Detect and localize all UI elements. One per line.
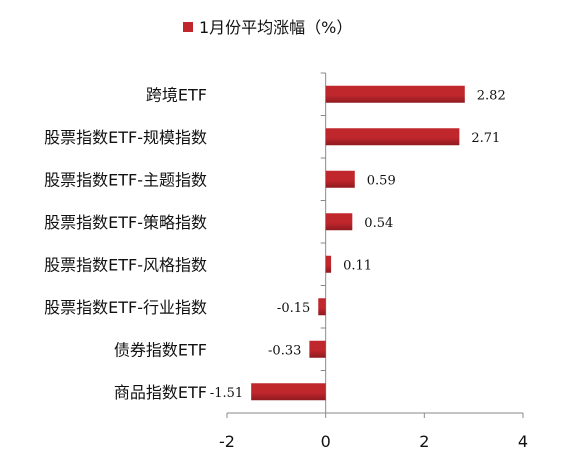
category-label: 商品指数ETF (114, 383, 207, 402)
x-tick-label: 2 (419, 432, 429, 451)
category-label: 股票指数ETF-规模指数 (44, 128, 207, 147)
bar (325, 128, 460, 146)
plot-area: -2 0 2 4 跨境ETF 2.82 股票指数ETF-规模指数 2.71 股票指数ETF-主题… (44, 72, 528, 451)
data-label: 0.11 (343, 258, 372, 273)
legend: 1月份平均涨幅（%） (183, 18, 352, 37)
bar (325, 85, 465, 103)
data-label: 2.71 (471, 131, 500, 146)
category-label: 股票指数ETF-主题指数 (44, 170, 207, 189)
bar (309, 340, 326, 358)
category-label: 债券指数ETF (114, 340, 207, 359)
data-label: -0.33 (268, 343, 301, 358)
bar (325, 255, 332, 273)
category-label: 股票指数ETF-行业指数 (44, 298, 207, 317)
data-label: -0.15 (277, 301, 310, 316)
data-label: 0.54 (364, 216, 393, 231)
legend-label: 1月份平均涨幅（%） (199, 18, 352, 37)
bar (325, 213, 353, 231)
bar (251, 383, 326, 401)
data-label: -1.51 (210, 386, 243, 401)
data-label: 2.82 (477, 88, 506, 103)
category-label: 股票指数ETF-风格指数 (44, 255, 207, 274)
bar (325, 170, 355, 188)
x-tick-label: -2 (219, 432, 235, 451)
category-label: 股票指数ETF-策略指数 (44, 213, 207, 232)
legend-swatch (183, 22, 193, 32)
bar (318, 298, 326, 316)
x-tick-label: 4 (518, 432, 528, 451)
category-label: 跨境ETF (146, 85, 207, 104)
data-label: 0.59 (367, 173, 396, 188)
x-tick-label: 0 (321, 432, 331, 451)
